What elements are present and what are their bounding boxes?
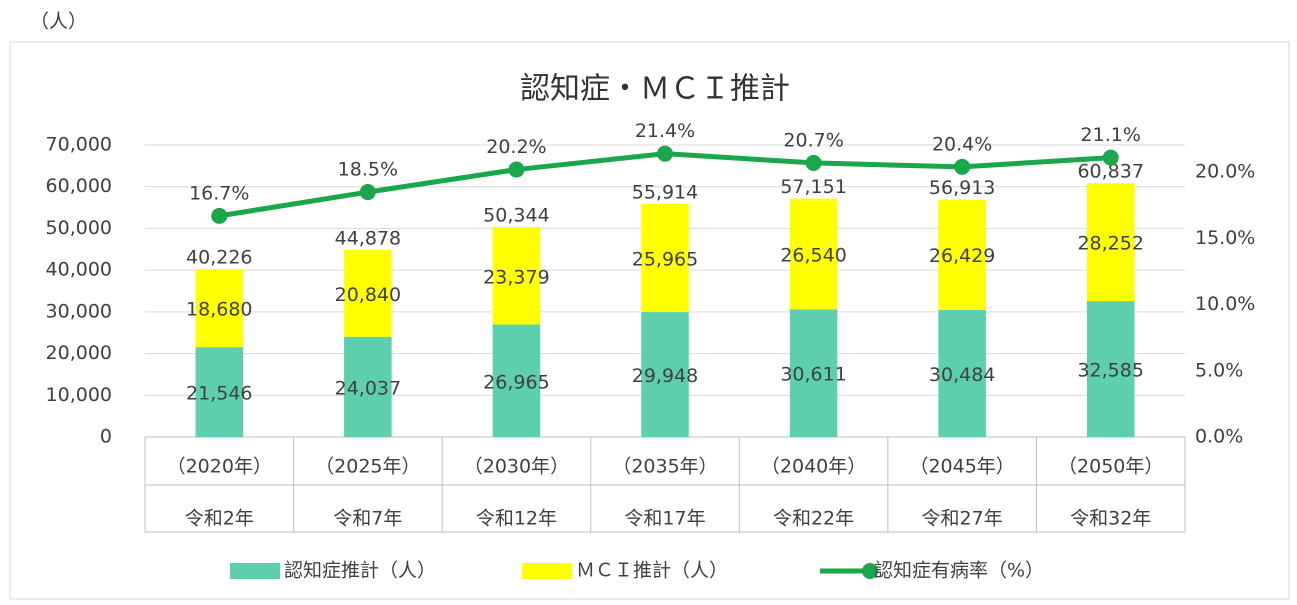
data-label: 21.1%	[1081, 124, 1141, 146]
chart-title: 認知症・ＭＣＩ推計	[520, 72, 790, 107]
bar-segment	[1086, 183, 1135, 302]
legend-swatch	[230, 563, 280, 579]
bar-segment	[938, 309, 986, 437]
line-marker	[211, 207, 228, 224]
y-tick-label: 30,000	[46, 300, 112, 322]
y-tick-label: 70,000	[46, 134, 112, 156]
y-tick-label: 10,000	[46, 384, 112, 406]
legend-swatch	[862, 563, 878, 579]
line-marker	[359, 184, 376, 201]
y-tick-label: 50,000	[46, 217, 112, 239]
bar-segment	[789, 309, 838, 437]
data-label: 18.5%	[338, 159, 398, 181]
data-label: 24,037	[335, 377, 401, 399]
total-label: 56,913	[929, 177, 995, 199]
data-label: 21.4%	[635, 120, 695, 142]
x-tick-label: 令和32年	[1070, 508, 1151, 530]
line-marker	[657, 145, 673, 162]
x-tick-label: 令和12年	[476, 508, 557, 530]
data-label: 23,379	[483, 266, 549, 288]
y-tick-label: 20,000	[46, 342, 112, 364]
x-tick-label: （2020年）	[167, 456, 272, 478]
y-tick-label: 40,000	[46, 259, 112, 281]
bar-segment	[492, 226, 541, 325]
x-tick-label: （2030年）	[464, 456, 569, 478]
data-label: 26,965	[483, 371, 549, 393]
x-tick-label: 令和2年	[185, 508, 254, 530]
line-marker	[805, 154, 822, 171]
x-tick-label: （2050年）	[1058, 456, 1163, 478]
legend-label: 認知症有病率（%）	[874, 560, 1044, 582]
bar-segment	[641, 312, 689, 437]
y2-tick-label: 5.0%	[1195, 359, 1243, 381]
data-label: 21,546	[186, 383, 252, 405]
y2-tick-label: 0.0%	[1195, 426, 1243, 448]
data-label: 20,840	[335, 284, 401, 306]
x-tick-label: （2040年）	[761, 456, 866, 478]
bar-segment	[344, 249, 392, 337]
x-tick-label: 令和27年	[922, 508, 1003, 530]
data-label: 18,680	[186, 299, 252, 321]
bar-segment	[641, 203, 689, 313]
total-label: 55,914	[632, 181, 698, 203]
y-tick-label: 0	[100, 426, 112, 448]
bar-segment	[938, 199, 986, 310]
bar-segment	[492, 324, 541, 437]
data-label: 29,948	[632, 365, 698, 387]
legend-swatch	[522, 563, 572, 579]
y2-tick-label: 10.0%	[1195, 293, 1255, 315]
bar-segment	[195, 269, 244, 348]
total-label: 60,837	[1077, 161, 1143, 183]
data-label: 30,484	[929, 364, 995, 386]
line-marker	[1102, 149, 1119, 166]
y-tick-label: 60,000	[46, 175, 112, 197]
data-label: 20.7%	[783, 129, 843, 151]
total-label: 40,226	[186, 247, 252, 269]
line-marker	[508, 161, 525, 178]
total-label: 57,151	[780, 176, 846, 198]
y2-tick-label: 15.0%	[1195, 227, 1255, 249]
legend-label: 認知症推計（人）	[284, 560, 436, 582]
y2-tick-label: 20.0%	[1195, 161, 1255, 183]
data-label: 16.7%	[189, 182, 249, 204]
x-tick-label: （2025年）	[315, 456, 420, 478]
chart-border	[9, 41, 1290, 600]
data-label: 20.4%	[932, 133, 992, 155]
legend-label: ＭＣＩ推計（人）	[576, 560, 728, 582]
line-marker	[954, 158, 971, 175]
data-label: 30,611	[780, 364, 846, 386]
data-label: 32,585	[1077, 360, 1143, 382]
x-tick-label: 令和17年	[624, 508, 705, 530]
data-label: 26,540	[780, 244, 846, 266]
x-tick-label: 令和22年	[773, 508, 854, 530]
bar-segment	[195, 347, 244, 437]
bar-segment	[344, 336, 392, 437]
x-tick-label: （2045年）	[909, 456, 1014, 478]
data-label: 20.2%	[486, 136, 546, 158]
total-label: 50,344	[483, 204, 549, 226]
unit-label: （人）	[30, 11, 87, 33]
bar-segment	[1086, 301, 1135, 437]
data-label: 26,429	[929, 245, 995, 267]
data-label: 25,965	[632, 248, 698, 270]
bar-segment	[789, 198, 838, 310]
x-tick-label: （2035年）	[612, 456, 717, 478]
data-label: 28,252	[1077, 233, 1143, 255]
x-tick-label: 令和7年	[333, 508, 402, 530]
total-label: 44,878	[335, 227, 401, 249]
